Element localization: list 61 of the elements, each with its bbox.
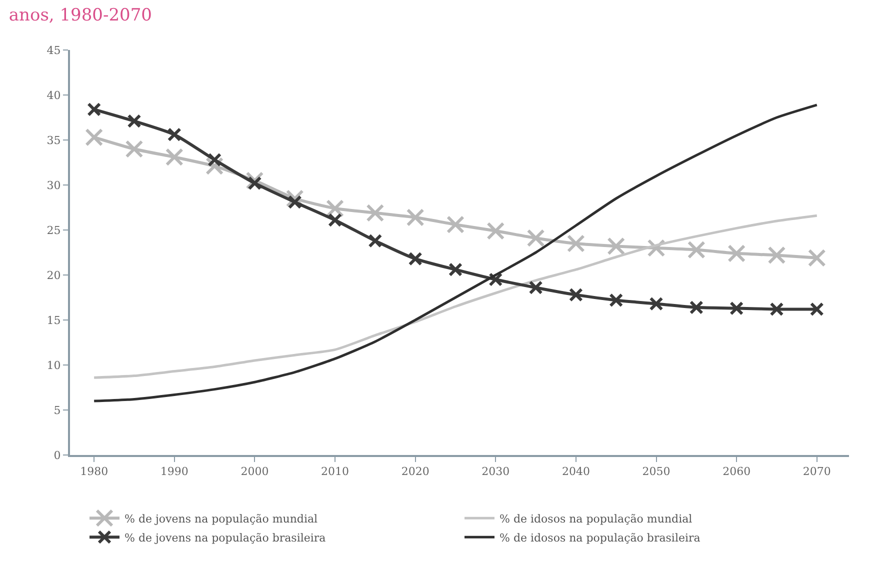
point [768,246,786,264]
point [127,114,142,128]
y-tick-label: 15 [46,314,61,327]
point [526,229,545,248]
point [408,252,422,266]
point [488,272,503,286]
legend-label: % de jovens na população brasileira [124,531,326,544]
x-tick-label: 2020 [401,465,430,478]
point [208,152,222,167]
point [568,288,583,302]
y-tick-label: 35 [46,134,61,147]
point [649,296,664,311]
point [609,293,624,308]
point [125,140,144,158]
point [288,195,302,210]
point [85,128,104,146]
x-tick-label: 2070 [802,465,831,478]
point [328,213,342,228]
point [87,102,102,116]
legend-label: % de idosos na população mundial [500,512,693,526]
point [368,234,382,248]
point [728,244,746,262]
point [248,176,262,190]
point [326,199,344,218]
point [607,237,626,256]
y-tick-label: 10 [46,358,61,372]
x-tick-label: 2060 [722,465,751,478]
legend-label: % de jovens na população mundial [124,512,318,526]
x-tick-label: 2030 [482,465,510,478]
point [366,204,384,222]
point [448,262,462,277]
point [446,216,464,234]
point [808,248,826,267]
y-tick-label: 40 [46,88,61,102]
y-tick-label: 25 [46,224,61,237]
point [165,148,184,166]
x-tick-label: 1980 [80,465,108,478]
point [730,301,744,316]
chart-title: anos, 1980-2070 [8,5,152,26]
point [528,280,543,295]
point [810,302,824,316]
line-series [92,104,818,402]
y-tick-label: 30 [46,178,61,192]
x-tick-label: 2040 [562,465,590,478]
point [406,208,424,226]
x-tick-label: 1990 [160,465,188,478]
point [770,302,784,316]
point [167,128,182,142]
point [687,240,706,259]
x-tick-label: 2000 [240,465,269,478]
y-tick-label: 45 [46,44,61,57]
point [566,234,585,252]
point [647,239,666,257]
x-tick-label: 2010 [321,465,350,478]
x-tick-label: 2050 [642,465,670,478]
point [689,300,704,314]
y-tick-label: 5 [54,404,61,417]
y-tick-label: 20 [46,268,61,282]
legend-label: % de idosos na população brasileira [500,531,701,544]
point [486,222,505,240]
y-tick-label: 0 [54,448,61,462]
